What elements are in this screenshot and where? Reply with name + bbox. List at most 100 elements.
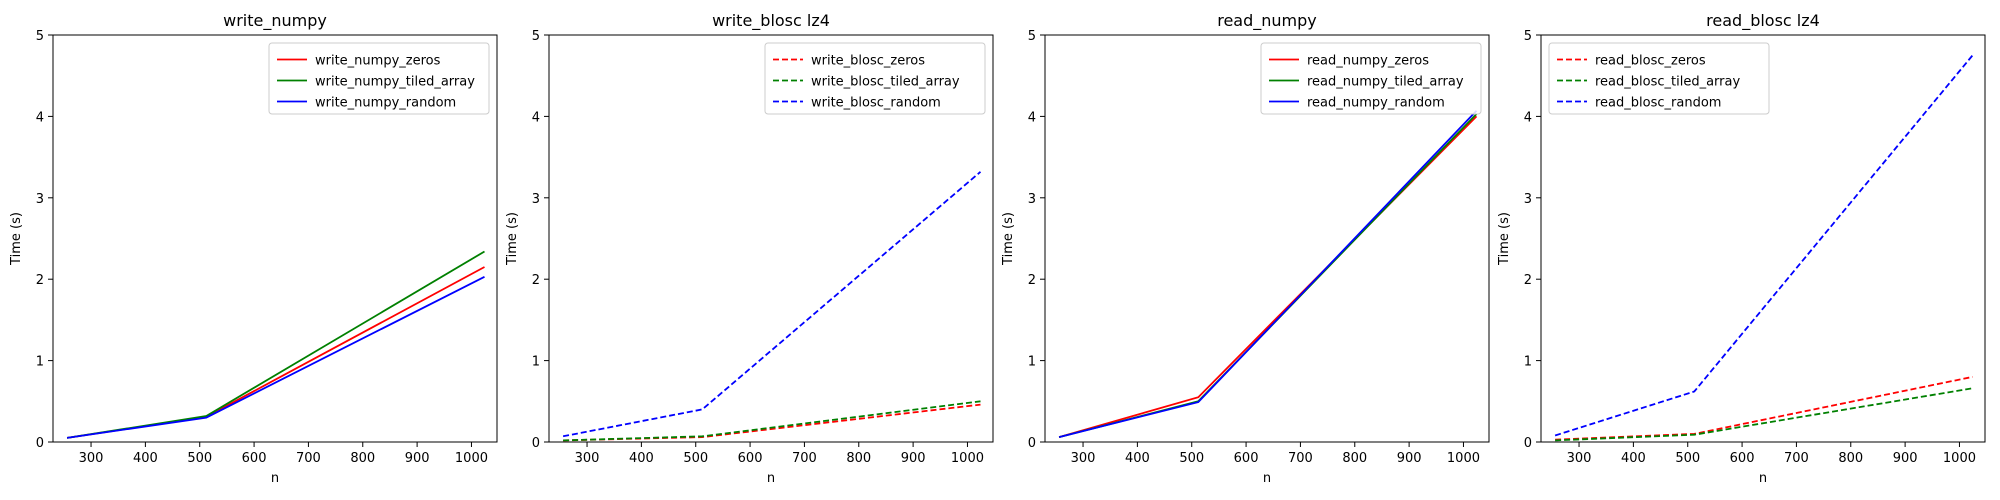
y-tick-label: 2 <box>532 273 540 288</box>
y-tick-label: 0 <box>1028 436 1036 451</box>
legend-entry: write_blosc_zeros <box>811 54 925 69</box>
x-axis-label: n <box>767 471 775 486</box>
x-axis-label: n <box>1263 471 1271 486</box>
x-tick-label: 1000 <box>1943 451 1976 466</box>
y-tick-label: 0 <box>36 436 44 451</box>
y-tick-label: 0 <box>1524 436 1532 451</box>
legend-entry: read_blosc_tiled_array <box>1595 75 1740 90</box>
x-tick-label: 900 <box>901 451 926 466</box>
legend-entry: write_blosc_random <box>811 96 941 111</box>
x-axis-label: n <box>1759 471 1767 486</box>
legend-entry: read_blosc_random <box>1595 96 1721 111</box>
y-tick-label: 3 <box>1524 192 1532 207</box>
y-tick-label: 3 <box>36 192 44 207</box>
chart-title: write_numpy <box>223 11 327 31</box>
x-tick-label: 800 <box>1342 451 1367 466</box>
x-tick-label: 700 <box>792 451 817 466</box>
axes-frame <box>548 34 994 443</box>
y-tick-label: 2 <box>36 273 44 288</box>
x-tick-label: 1000 <box>455 451 488 466</box>
x-tick-label: 500 <box>683 451 708 466</box>
x-tick-label: 400 <box>1621 451 1646 466</box>
chart-title: read_blosc lz4 <box>1706 11 1820 31</box>
subplot-4: read_blosc lz4 300 400 500 600 700 800 900 1000 0… <box>1497 11 1986 486</box>
x-tick-label: 1000 <box>951 451 984 466</box>
axes-frame <box>1044 34 1490 443</box>
legend-box <box>1548 42 1770 115</box>
legend: write_numpy_zeros write_numpy_tiled_array… <box>268 42 490 115</box>
series-line-write_blosc_random <box>562 171 982 438</box>
subplot-3: read_numpy 300 400 500 600 700 800 900 1000 0 1 2 3 4… <box>1001 11 1490 486</box>
legend-entry: write_numpy_tiled_array <box>315 75 475 90</box>
x-tick-label: 400 <box>133 451 158 466</box>
x-tick-label: 700 <box>1784 451 1809 466</box>
x-tick-label: 600 <box>1234 451 1259 466</box>
x-tick-label: 900 <box>1893 451 1918 466</box>
series-line-read_numpy_tiled_array <box>1058 113 1478 438</box>
x-tick-label: 600 <box>1730 451 1755 466</box>
y-axis-label: Time (s) <box>9 212 24 266</box>
y-tick-label: 4 <box>1524 110 1532 125</box>
series-line-write_blosc_tiled_array <box>563 400 981 442</box>
x-tick-label: 500 <box>1179 451 1204 466</box>
x-tick-label: 800 <box>846 451 871 466</box>
y-tick-label: 4 <box>532 110 540 125</box>
subplot-2: write_blosc lz4 300 400 500 600 700 800 900 1000… <box>505 11 994 486</box>
y-axis-label: Time (s) <box>1497 212 1512 266</box>
chart-title: write_blosc lz4 <box>712 11 830 31</box>
y-tick-label: 0 <box>532 436 540 451</box>
x-tick-label: 700 <box>1288 451 1313 466</box>
legend-entry: write_numpy_zeros <box>315 54 441 69</box>
y-tick-label: 5 <box>532 29 540 44</box>
y-tick-label: 1 <box>1028 355 1036 370</box>
y-tick-label: 3 <box>532 192 540 207</box>
x-tick-label: 800 <box>1838 451 1863 466</box>
legend-entry: read_numpy_random <box>1307 96 1445 111</box>
legend: write_blosc_zeros write_blosc_tiled_array… <box>764 42 986 115</box>
y-tick-label: 1 <box>532 355 540 370</box>
series-line-read_numpy_zeros <box>1058 115 1478 438</box>
y-axis-label: Time (s) <box>1001 212 1016 266</box>
legend-entry: write_blosc_tiled_array <box>811 75 960 90</box>
series-line-write_numpy_random <box>66 275 485 439</box>
x-tick-label: 600 <box>738 451 763 466</box>
x-tick-label: 700 <box>296 451 321 466</box>
x-tick-label: 500 <box>187 451 212 466</box>
y-tick-label: 1 <box>36 355 44 370</box>
x-tick-label: 900 <box>405 451 430 466</box>
legend-entry: read_numpy_tiled_array <box>1307 75 1464 90</box>
series-line-read_numpy_random <box>1058 110 1478 438</box>
axes-frame <box>52 34 498 443</box>
legend-box <box>1260 42 1482 115</box>
series-line-read_blosc_random <box>1554 54 1974 437</box>
series-line-write_numpy_zeros <box>66 266 485 439</box>
legend-entry: read_blosc_zeros <box>1595 54 1706 69</box>
subplot-1: write_numpy 300 400 500 600 700 800 900 1000 0 1 2 3… <box>9 11 498 486</box>
x-tick-label: 400 <box>1125 451 1150 466</box>
series-line-read_blosc_zeros <box>1555 376 1973 441</box>
legend: read_blosc_zeros read_blosc_tiled_arrayre… <box>1548 42 1770 115</box>
chart-title: read_numpy <box>1217 11 1317 31</box>
y-tick-label: 4 <box>36 110 44 125</box>
x-tick-label: 300 <box>1071 451 1096 466</box>
x-tick-label: 500 <box>1675 451 1700 466</box>
series-line-write_numpy_tiled_array <box>66 250 485 439</box>
x-tick-label: 300 <box>1567 451 1592 466</box>
legend-box <box>764 42 986 115</box>
x-tick-label: 400 <box>629 451 654 466</box>
x-tick-label: 1000 <box>1447 451 1480 466</box>
y-tick-label: 2 <box>1028 273 1036 288</box>
y-tick-label: 5 <box>1028 29 1036 44</box>
y-tick-label: 5 <box>1524 29 1532 44</box>
y-tick-label: 3 <box>1028 192 1036 207</box>
x-tick-label: 900 <box>1397 451 1422 466</box>
y-tick-label: 2 <box>1524 273 1532 288</box>
x-tick-label: 600 <box>242 451 267 466</box>
legend: read_numpy_zeros read_numpy_tiled_arrayre… <box>1260 42 1482 115</box>
legend-entry: read_numpy_zeros <box>1307 54 1429 69</box>
axes-frame <box>1540 34 1986 443</box>
x-tick-label: 800 <box>350 451 375 466</box>
y-tick-label: 5 <box>36 29 44 44</box>
legend-box <box>268 42 490 115</box>
